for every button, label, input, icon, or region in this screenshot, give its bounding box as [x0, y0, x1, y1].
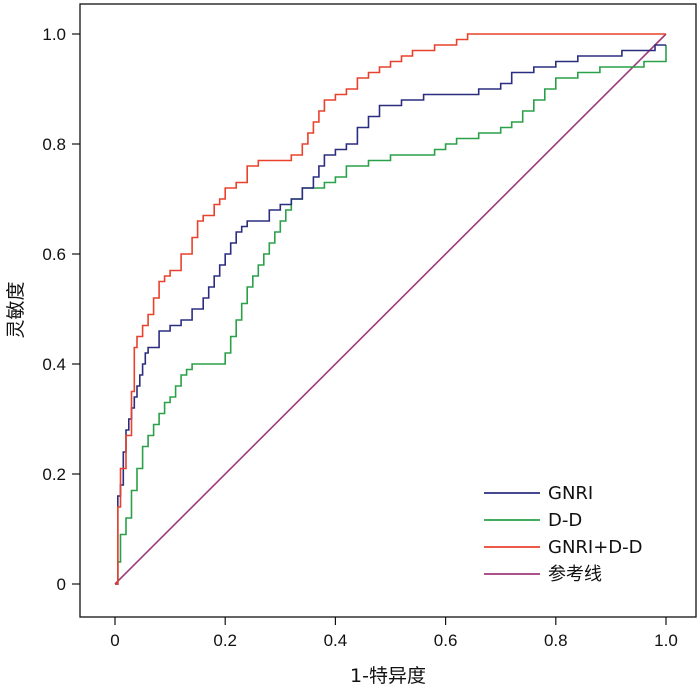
- y-axis: 0 0.2 0.4 0.6 0.8 1.0: [42, 25, 80, 594]
- x-tick-label: 0.6: [434, 631, 458, 650]
- y-tick-label: 0.4: [42, 355, 66, 374]
- legend-label: D-D: [548, 510, 582, 531]
- x-axis-title: 1-特异度: [350, 665, 426, 687]
- y-tick-label: 0.6: [42, 245, 66, 264]
- series-line-1: [115, 44, 666, 585]
- legend-label: 参考线: [548, 564, 602, 585]
- x-tick-label: 0.8: [544, 631, 568, 650]
- plot-frame: [79, 3, 697, 618]
- x-tick-label: 0.2: [213, 631, 237, 650]
- series-line-4: [114, 33, 667, 585]
- x-tick-label: 1.0: [654, 631, 678, 650]
- x-tick-label: 0: [110, 631, 119, 650]
- series-line-2: [115, 45, 667, 585]
- y-axis-title: 灵敏度: [5, 281, 27, 338]
- y-tick-label: 0.2: [42, 465, 66, 484]
- y-tick-label: 0.8: [42, 135, 66, 154]
- legend: GNRI D-D GNRI+D-D 参考线: [484, 483, 643, 585]
- legend-label: GNRI+D-D: [548, 537, 643, 558]
- x-tick-label: 0.4: [324, 631, 348, 650]
- legend-label: GNRI: [548, 483, 593, 504]
- series-layer: [114, 33, 667, 585]
- y-tick-label: 1.0: [42, 25, 66, 44]
- series-line-3: [115, 33, 666, 585]
- y-tick-label: 0: [57, 575, 66, 594]
- x-axis: 0 0.2 0.4 0.6 0.8 1.0: [110, 617, 678, 650]
